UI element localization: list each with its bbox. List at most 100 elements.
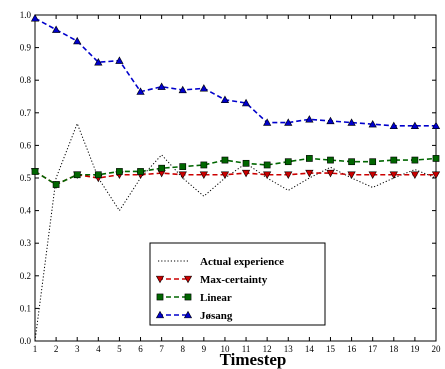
series-line bbox=[34, 17, 436, 127]
x-tick-label: 3 bbox=[75, 344, 80, 354]
series-line bbox=[34, 170, 436, 186]
x-tick-label: 19 bbox=[410, 344, 420, 354]
legend-label: Max-certainty bbox=[200, 274, 268, 286]
data-point bbox=[178, 171, 187, 179]
data-point bbox=[305, 169, 314, 178]
x-tick-label: 15 bbox=[326, 344, 336, 354]
data-point bbox=[411, 156, 419, 164]
y-tick-label: 0.4 bbox=[20, 206, 32, 216]
y-tick-label: 1.0 bbox=[20, 10, 32, 20]
y-tick-label: 0.2 bbox=[20, 271, 31, 281]
data-point bbox=[183, 275, 193, 284]
series-linear bbox=[31, 155, 440, 188]
data-point bbox=[221, 156, 229, 164]
x-axis-title: Timestep bbox=[220, 350, 287, 369]
data-point bbox=[390, 156, 398, 164]
x-tick-label: 5 bbox=[117, 344, 122, 354]
y-tick-label: 0.0 bbox=[20, 336, 32, 346]
series-j-sang bbox=[30, 14, 441, 130]
data-point bbox=[73, 36, 82, 45]
x-tick-label: 1 bbox=[33, 344, 38, 354]
data-point bbox=[241, 169, 251, 178]
data-point bbox=[31, 168, 39, 175]
y-tick-label: 0.8 bbox=[20, 75, 32, 85]
x-tick-label: 14 bbox=[305, 344, 315, 354]
axis-ticks: 1 2 3 4 5 6 7 8 9 10 11 12 13 14 15 16 17 18 19 200.00.10.2… bbox=[20, 10, 441, 354]
data-point bbox=[94, 58, 103, 66]
y-tick-label: 0.3 bbox=[20, 238, 32, 248]
x-tick-label: 17 bbox=[368, 344, 378, 354]
series-max-certainty bbox=[30, 168, 441, 189]
data-point bbox=[136, 87, 145, 95]
data-point bbox=[73, 171, 81, 179]
data-point bbox=[326, 116, 335, 125]
series-line bbox=[34, 122, 437, 342]
legend: Actual experience Max-certainty Linear Jøsa… bbox=[149, 242, 326, 326]
y-tick-label: 0.9 bbox=[20, 43, 32, 53]
data-point bbox=[199, 84, 208, 92]
data-point bbox=[431, 121, 441, 130]
data-point bbox=[199, 171, 208, 179]
data-point bbox=[241, 98, 251, 107]
legend-box bbox=[149, 242, 326, 326]
data-point bbox=[306, 155, 313, 162]
data-point bbox=[263, 161, 271, 169]
data-point bbox=[347, 118, 356, 126]
data-point bbox=[179, 163, 187, 170]
y-tick-label: 0.5 bbox=[20, 173, 32, 183]
data-point bbox=[410, 171, 420, 179]
data-point bbox=[284, 118, 293, 126]
data-point bbox=[368, 171, 377, 179]
x-tick-label: 11 bbox=[242, 344, 251, 354]
x-tick-label: 18 bbox=[389, 344, 399, 354]
data-point bbox=[389, 171, 398, 179]
y-tick-label: 0.1 bbox=[20, 303, 31, 313]
x-tick-label: 9 bbox=[202, 344, 207, 354]
data-point bbox=[116, 168, 123, 175]
series-actual-experience bbox=[34, 122, 437, 342]
data-point bbox=[158, 164, 165, 172]
data-point bbox=[348, 158, 355, 166]
data-point bbox=[184, 293, 192, 301]
data-point bbox=[156, 293, 164, 301]
data-point bbox=[368, 119, 377, 128]
data-point bbox=[115, 56, 124, 64]
data-point bbox=[389, 121, 398, 130]
data-point bbox=[52, 181, 60, 188]
data-point bbox=[263, 171, 272, 179]
data-point bbox=[263, 118, 272, 126]
data-point bbox=[155, 275, 165, 284]
data-point bbox=[30, 14, 40, 22]
x-tick-label: 4 bbox=[96, 344, 101, 354]
legend-label: Linear bbox=[200, 292, 232, 304]
data-point bbox=[51, 25, 61, 33]
y-tick-label: 0.6 bbox=[20, 140, 32, 150]
x-tick-label: 10 bbox=[220, 344, 230, 354]
legend-entry: Jøsang bbox=[155, 310, 233, 322]
data-point bbox=[94, 171, 102, 179]
data-point bbox=[432, 155, 440, 162]
data-point bbox=[431, 171, 441, 179]
data-point bbox=[326, 169, 335, 178]
x-tick-label: 7 bbox=[159, 344, 164, 354]
data-point bbox=[155, 310, 165, 319]
data-point bbox=[284, 171, 293, 179]
legend-entry: Linear bbox=[156, 292, 232, 304]
data-point bbox=[183, 310, 193, 319]
x-tick-label: 12 bbox=[263, 344, 272, 354]
data-point bbox=[137, 168, 144, 175]
legend-label: Jøsang bbox=[200, 310, 233, 322]
legend-items: Actual experience Max-certainty Linear Jøsa… bbox=[155, 256, 284, 322]
legend-entry: Actual experience bbox=[158, 256, 284, 268]
data-point bbox=[284, 158, 292, 166]
x-tick-label: 20 bbox=[432, 344, 442, 354]
data-point bbox=[178, 85, 187, 94]
x-tick-label: 2 bbox=[54, 344, 59, 354]
series-line bbox=[34, 157, 437, 186]
data-point bbox=[220, 171, 230, 179]
x-tick-label: 8 bbox=[180, 344, 185, 354]
legend-label: Actual experience bbox=[200, 256, 284, 268]
data-point bbox=[305, 115, 314, 123]
data-point bbox=[157, 82, 166, 90]
